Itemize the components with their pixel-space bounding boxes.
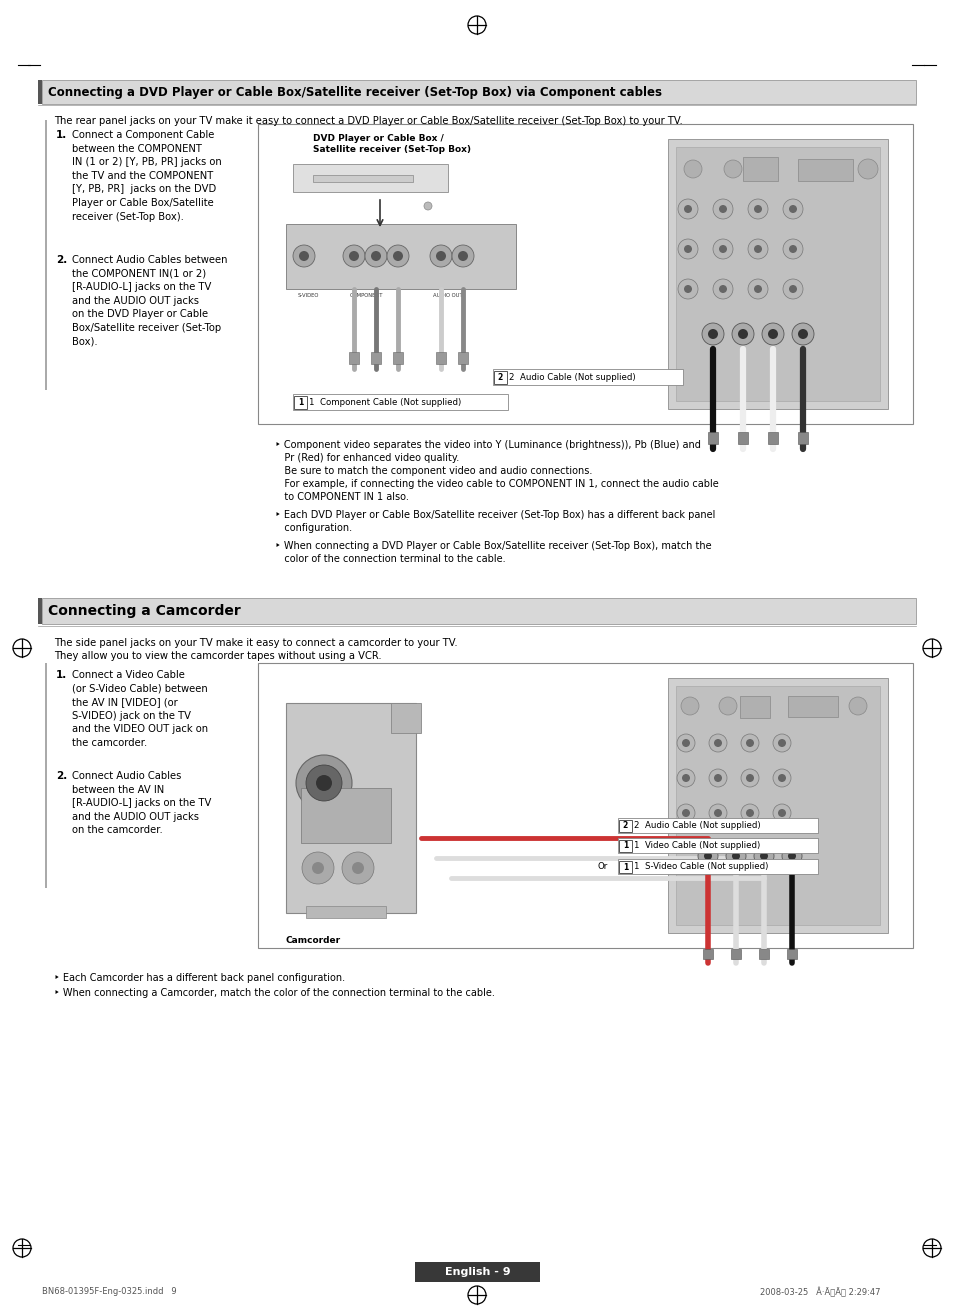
Bar	[618, 861, 631, 873]
Circle shape	[791, 323, 813, 345]
Circle shape	[772, 769, 790, 786]
Circle shape	[343, 245, 365, 267]
Bar	[371, 352, 380, 364]
Circle shape	[698, 846, 718, 867]
Circle shape	[681, 775, 689, 782]
Circle shape	[678, 279, 698, 299]
Circle shape	[713, 809, 721, 817]
Circle shape	[731, 852, 740, 860]
Circle shape	[713, 739, 721, 747]
Circle shape	[772, 734, 790, 752]
Text: The rear panel jacks on your TV make it easy to connect a DVD Player or Cable Bo: The rear panel jacks on your TV make it …	[54, 116, 682, 126]
Text: 2008-03-25   Â·ÃÃ 2:29:47: 2008-03-25 Â·ÃÃ 2:29:47	[760, 1287, 880, 1297]
Bar	[707, 433, 718, 444]
Bar	[618, 840, 631, 852]
Bar	[618, 859, 817, 874]
Circle shape	[677, 803, 695, 822]
Circle shape	[782, 279, 802, 299]
Text: Connect Audio Cables between
the COMPONENT IN(1 or 2)
[R-AUDIO-L] jacks on the T: Connect Audio Cables between the COMPONE…	[71, 255, 227, 347]
Bar	[786, 949, 796, 959]
Circle shape	[371, 251, 380, 260]
Bar	[618, 838, 817, 853]
Text: 1: 1	[622, 863, 627, 872]
Circle shape	[725, 846, 745, 867]
Circle shape	[683, 285, 691, 293]
Circle shape	[681, 809, 689, 817]
Text: The side panel jacks on your TV make it easy to connect a camcorder to your TV.: The side panel jacks on your TV make it …	[54, 638, 457, 648]
Circle shape	[712, 199, 732, 220]
Text: ‣ Component video separates the video into Y (Luminance (brightness)), Pb (Blue): ‣ Component video separates the video in…	[274, 441, 700, 450]
Text: Be sure to match the component video and audio connections.: Be sure to match the component video and…	[274, 466, 592, 476]
Circle shape	[678, 239, 698, 259]
Bar	[293, 394, 507, 410]
Circle shape	[683, 205, 691, 213]
Text: DVD Player or Cable Box /
Satellite receiver (Set-Top Box): DVD Player or Cable Box / Satellite rece…	[313, 134, 471, 154]
Text: ‣ When connecting a Camcorder, match the color of the connection terminal to the: ‣ When connecting a Camcorder, match the…	[54, 988, 495, 998]
Text: Pr (Red) for enhanced video quality.: Pr (Red) for enhanced video quality.	[274, 452, 458, 463]
Circle shape	[708, 734, 726, 752]
Circle shape	[312, 863, 324, 874]
Bar	[286, 224, 516, 289]
Bar	[787, 696, 837, 717]
Text: 2  Audio Cable (Not supplied): 2 Audio Cable (Not supplied)	[634, 821, 760, 830]
Text: 1  Video Cable (Not supplied): 1 Video Cable (Not supplied)	[634, 842, 760, 849]
Circle shape	[753, 846, 773, 867]
Circle shape	[797, 329, 807, 339]
Circle shape	[738, 329, 747, 339]
Text: ‣ Each Camcorder has a different back panel configuration.: ‣ Each Camcorder has a different back pa…	[54, 973, 345, 984]
Circle shape	[712, 239, 732, 259]
Circle shape	[753, 205, 761, 213]
Circle shape	[753, 285, 761, 293]
Text: They allow you to view the camcorder tapes without using a VCR.: They allow you to view the camcorder tap…	[54, 651, 381, 661]
Bar	[676, 686, 879, 924]
Text: to COMPONENT IN 1 also.: to COMPONENT IN 1 also.	[274, 492, 409, 502]
Bar	[738, 433, 747, 444]
Circle shape	[731, 323, 753, 345]
Bar	[797, 159, 852, 181]
Bar	[42, 80, 915, 104]
Bar	[286, 704, 416, 913]
Text: English - 9: English - 9	[444, 1266, 510, 1277]
Circle shape	[678, 199, 698, 220]
Circle shape	[719, 285, 726, 293]
Circle shape	[708, 803, 726, 822]
Bar	[702, 949, 712, 959]
Circle shape	[745, 809, 753, 817]
Text: 2.: 2.	[56, 255, 67, 266]
Text: 1.: 1.	[56, 671, 67, 680]
Text: 2: 2	[622, 822, 627, 831]
Circle shape	[719, 697, 737, 715]
Circle shape	[788, 285, 796, 293]
Circle shape	[719, 245, 726, 252]
Text: Connecting a Camcorder: Connecting a Camcorder	[48, 604, 240, 618]
Circle shape	[778, 739, 785, 747]
Circle shape	[760, 852, 767, 860]
Circle shape	[387, 245, 409, 267]
Circle shape	[740, 734, 759, 752]
Text: ‣ Each DVD Player or Cable Box/Satellite receiver (Set-Top Box) has a different : ‣ Each DVD Player or Cable Box/Satellite…	[274, 510, 715, 519]
Circle shape	[740, 769, 759, 786]
Bar	[415, 1262, 539, 1282]
Bar	[676, 147, 879, 401]
Bar	[349, 352, 358, 364]
Bar	[436, 352, 446, 364]
Bar	[667, 679, 887, 934]
Circle shape	[707, 329, 718, 339]
Circle shape	[365, 245, 387, 267]
Circle shape	[452, 245, 474, 267]
Circle shape	[681, 739, 689, 747]
Text: Connect Audio Cables
between the AV IN
[R-AUDIO-L] jacks on the TV
and the AUDIO: Connect Audio Cables between the AV IN […	[71, 771, 212, 835]
Circle shape	[745, 739, 753, 747]
Bar	[740, 696, 769, 718]
Text: color of the connection terminal to the cable.: color of the connection terminal to the …	[274, 554, 505, 564]
Bar	[618, 821, 631, 832]
Circle shape	[788, 245, 796, 252]
Bar	[257, 124, 912, 423]
Circle shape	[436, 251, 446, 260]
Text: 2.: 2.	[56, 771, 67, 781]
Bar	[42, 598, 915, 625]
Bar	[38, 598, 42, 625]
Circle shape	[680, 697, 699, 715]
Text: Camcorder: Camcorder	[286, 936, 341, 945]
Bar	[742, 156, 778, 181]
